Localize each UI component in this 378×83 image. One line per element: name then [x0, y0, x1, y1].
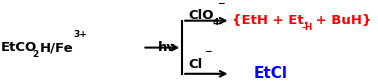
Text: ClO: ClO	[188, 8, 214, 21]
Text: −: −	[204, 47, 212, 56]
Text: + BuH}: + BuH}	[311, 14, 371, 27]
Text: Cl: Cl	[188, 58, 203, 71]
Text: 4: 4	[212, 18, 218, 27]
Text: H/Fe: H/Fe	[39, 41, 73, 54]
Text: 3+: 3+	[73, 30, 87, 39]
Text: −: −	[217, 0, 225, 8]
Text: EtCl: EtCl	[253, 66, 287, 81]
Text: hν: hν	[158, 41, 176, 54]
Text: 2: 2	[33, 50, 39, 59]
Text: {EtH + Et.: {EtH + Et.	[232, 14, 309, 27]
Text: -H: -H	[302, 23, 313, 32]
Text: EtCO: EtCO	[1, 41, 37, 54]
